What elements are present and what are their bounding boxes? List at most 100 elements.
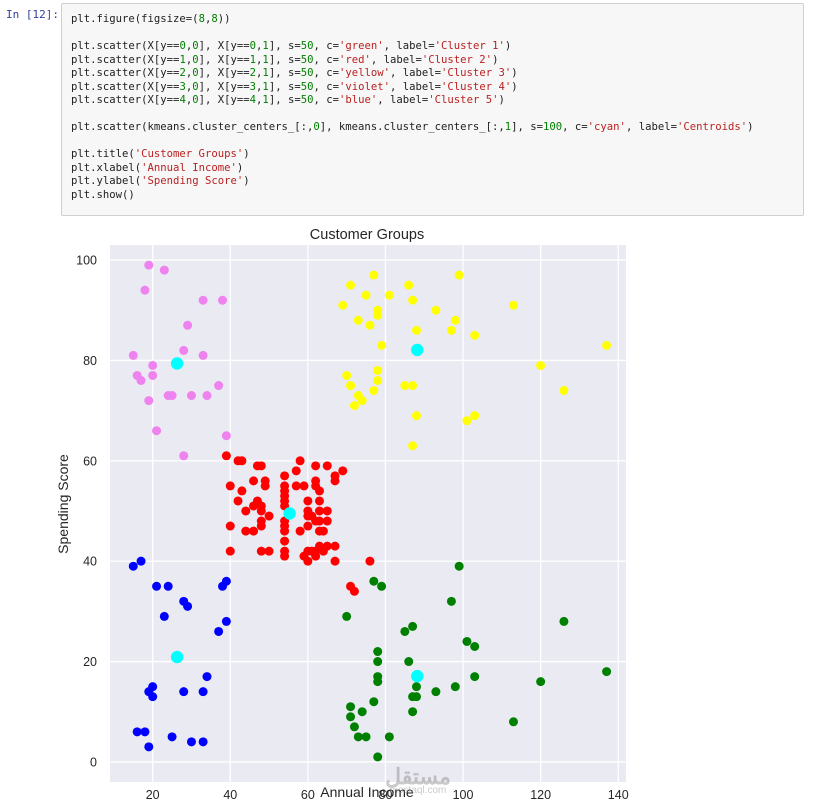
code-token: , c= (313, 80, 339, 93)
cluster-point (377, 581, 387, 591)
cluster-point (338, 300, 348, 310)
cluster-point (408, 441, 418, 451)
cluster-point (373, 752, 383, 762)
x-tick-labels: 20 40 60 80 100 120 140 (146, 788, 629, 802)
x-tick-label: 100 (453, 788, 474, 802)
code-line (71, 135, 803, 149)
cluster-point (148, 360, 158, 370)
cluster-point (365, 556, 375, 566)
cluster-point (431, 687, 441, 697)
cluster-point (256, 506, 266, 516)
y-tick-label: 100 (76, 254, 97, 268)
code-token: 'cyan' (587, 121, 626, 133)
cluster-point (198, 350, 208, 360)
cluster-point (349, 401, 359, 411)
cluster-point (280, 551, 290, 561)
cluster-point (408, 295, 418, 305)
cluster-point (373, 310, 383, 320)
code-token: plt.scatter(kmeans.cluster_centers_[:, (71, 121, 314, 133)
cluster-point (602, 340, 612, 350)
cluster-point (198, 687, 208, 697)
code-token: ) (511, 80, 518, 93)
code-token: 'Cluster 3' (441, 67, 512, 79)
cluster-point (357, 396, 367, 406)
cluster-point (198, 737, 208, 747)
code-line: plt.show() (71, 189, 803, 203)
cluster-point (186, 391, 196, 401)
cluster-point (128, 561, 138, 571)
y-tick-label: 20 (83, 655, 97, 669)
cluster-point (408, 621, 418, 631)
cluster-point (315, 486, 325, 496)
code-line: plt.scatter(X[y==2,0], X[y==2,1], s=50, … (71, 67, 803, 81)
code-token: 8 (198, 13, 205, 25)
code-token: ], kmeans.cluster_centers_[:, (319, 121, 505, 133)
code-line: plt.scatter(X[y==3,0], X[y==3,1], s=50, … (71, 81, 803, 95)
y-tick-label: 0 (90, 755, 97, 769)
cluster-point (152, 426, 162, 436)
code-token: , c= (562, 121, 588, 133)
code-token: ], X[y== (198, 94, 250, 106)
cluster-point (404, 657, 414, 667)
cluster-point (373, 657, 383, 667)
cluster-point (369, 697, 379, 707)
cluster-point (454, 270, 464, 280)
code-token: ) (504, 40, 512, 52)
x-tick-label: 20 (146, 788, 160, 802)
code-token: , (256, 67, 263, 79)
cluster-point (280, 536, 290, 546)
code-cell-input[interactable]: plt.figure(figsize=(8,8)) plt.scatter(X[y… (61, 3, 804, 216)
cluster-point (256, 546, 266, 556)
code-token: , (256, 53, 263, 66)
code-token: plt.scatter(X[y== (71, 80, 180, 93)
code-editor[interactable]: plt.figure(figsize=(8,8)) plt.scatter(X[y… (62, 4, 803, 202)
cluster-point (411, 682, 421, 692)
cluster-point (249, 476, 259, 486)
cluster-point (144, 396, 154, 406)
cluster-point (349, 586, 359, 596)
code-token: 2 (249, 67, 257, 79)
cluster-point (249, 526, 259, 536)
code-token: 'Annual Income' (141, 161, 237, 174)
cluster-point (342, 370, 352, 380)
cluster-point (183, 320, 193, 330)
code-token: 'Customer Groups' (134, 148, 244, 160)
code-token: ], X[y== (198, 67, 250, 79)
centroid-point (283, 507, 296, 520)
cluster-point (144, 742, 154, 752)
y-tick-label: 80 (83, 354, 97, 368)
cluster-point (369, 386, 379, 396)
cluster-point (559, 616, 569, 626)
cluster-point (450, 682, 460, 692)
code-token: ) (243, 148, 250, 160)
code-token: 1 (504, 121, 512, 133)
code-line: plt.xlabel('Annual Income') (71, 162, 803, 176)
cell-prompt: In [12]: (6, 8, 59, 21)
cluster-point (179, 687, 189, 697)
code-token: 8 (211, 13, 218, 25)
cluster-point (148, 370, 158, 380)
cluster-point (411, 692, 421, 702)
code-token: 100 (543, 121, 563, 133)
cluster-point (237, 456, 247, 466)
code-line: plt.ylabel('Spending Score') (71, 175, 803, 189)
code-token: plt.xlabel( (71, 161, 142, 174)
cluster-point (233, 496, 243, 506)
code-token: , (185, 67, 193, 79)
cluster-point (167, 732, 177, 742)
cluster-point (330, 476, 340, 486)
centroid-point (411, 343, 424, 357)
code-token: 4 (249, 94, 257, 106)
code-token: , (185, 94, 193, 106)
code-token: ], s= (268, 80, 301, 93)
code-line (71, 27, 803, 41)
cluster-point (454, 561, 464, 571)
cluster-point (221, 451, 231, 461)
x-tick-label: 60 (301, 788, 315, 802)
centroid-point (411, 669, 424, 683)
code-token: ) (747, 121, 754, 133)
scatter-plot: 20 40 60 80 100 120 140 0 20 40 60 80 100 Customer … (55, 227, 629, 802)
cluster-point (303, 521, 313, 531)
cluster-point (152, 581, 162, 591)
cluster-point (202, 391, 212, 401)
